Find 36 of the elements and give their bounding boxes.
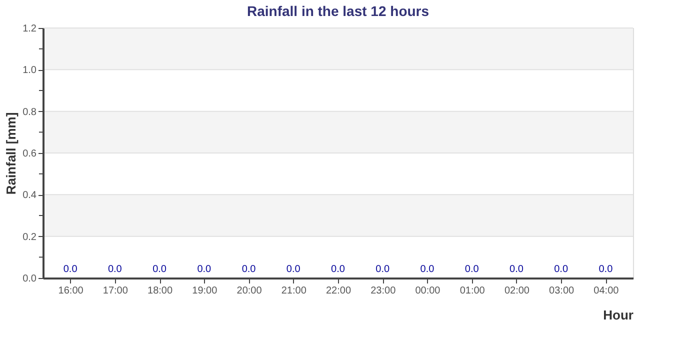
y-tick-label: 0.0 — [22, 274, 37, 284]
y-tick-label: 0.2 — [22, 232, 37, 243]
x-tick-label: 16:00 — [58, 286, 84, 296]
x-tick-label: 01:00 — [460, 286, 486, 296]
x-axis-title: Hour — [603, 308, 634, 322]
data-label: 0.0 — [108, 264, 122, 275]
data-label: 0.0 — [331, 264, 346, 275]
y-tick-label: 0.4 — [22, 190, 37, 202]
data-label: 0.0 — [598, 264, 614, 275]
y-tick-label: 0.8 — [22, 106, 37, 118]
x-tick-label: 20:00 — [236, 286, 262, 296]
x-tick-label: 18:00 — [148, 286, 173, 296]
x-tick-label: 17:00 — [102, 286, 128, 296]
data-label: 0.0 — [242, 264, 256, 275]
data-label: 0.0 — [420, 264, 435, 275]
data-label: 0.0 — [63, 264, 78, 275]
chart-title: Rainfall in the last 12 hours — [246, 3, 430, 19]
x-tick-label: 00:00 — [415, 286, 441, 296]
y-axis-title: Rainfall [mm] — [4, 112, 19, 195]
data-label: 0.0 — [286, 264, 301, 275]
x-tick-label: 02:00 — [504, 286, 530, 296]
x-tick-label: 03:00 — [549, 286, 575, 296]
x-tick-label: 23:00 — [370, 286, 396, 296]
data-label: 0.0 — [464, 264, 480, 275]
data-label: 0.0 — [554, 264, 568, 275]
x-tick-label: 04:00 — [594, 286, 620, 296]
data-label: 0.0 — [376, 264, 390, 275]
x-tick-label: 21:00 — [281, 286, 307, 296]
x-tick-label: 19:00 — [192, 286, 218, 296]
data-label: 0.0 — [197, 264, 212, 275]
y-tick-label: 1.2 — [22, 24, 37, 34]
data-label: 0.0 — [510, 264, 524, 275]
y-tick-label: 0.6 — [22, 148, 37, 160]
y-tick-label: 1.0 — [22, 65, 37, 76]
data-label: 0.0 — [152, 264, 167, 275]
x-tick-label: 22:00 — [326, 286, 352, 296]
